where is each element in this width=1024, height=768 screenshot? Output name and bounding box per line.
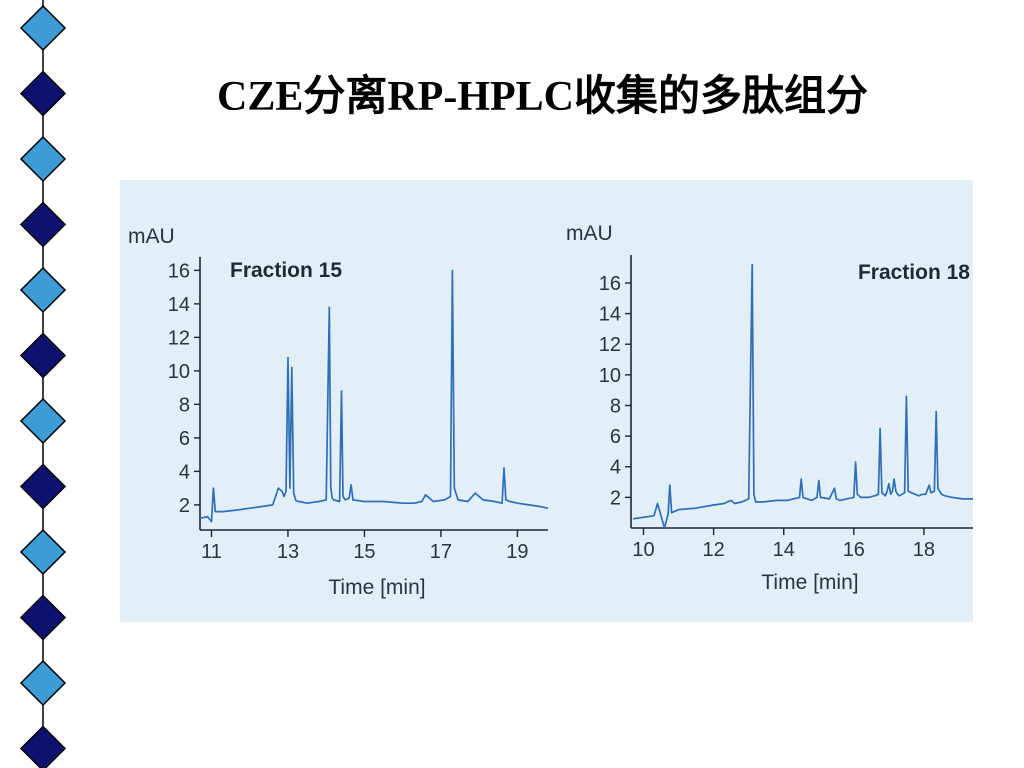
y-tick-label: 10 [599, 365, 621, 387]
x-tick-label: 12 [702, 539, 724, 561]
y-tick-label: 2 [179, 495, 190, 517]
chromatogram-trace [632, 263, 973, 529]
chromatogram-1: 2 4 6 8 10 12 14 16 11 13 15 17 19 mAU Time [min] Fract… [128, 225, 549, 599]
x-tick-label: 16 [843, 539, 865, 561]
x-tick-label: 17 [430, 541, 452, 563]
diamond-decoration [19, 135, 67, 183]
x-tick-label: 14 [773, 539, 795, 561]
chart-title: Fraction 15 [230, 259, 342, 282]
diamond-decoration [19, 201, 67, 248]
y-tick-label: 4 [610, 457, 621, 479]
diamond-decoration [19, 266, 67, 314]
y-tick-label: 2 [610, 487, 621, 509]
diamond-decoration [19, 659, 67, 707]
y-tick-label: 14 [599, 304, 621, 326]
x-tick-label: 13 [277, 541, 299, 563]
y-tick-label: 16 [168, 260, 190, 282]
slide-title: CZE分离RP-HPLC收集的多肽组分 [216, 74, 868, 120]
chromatogram-charts: 2 4 6 8 10 12 14 16 11 13 15 17 19 mAU Time [min] Fract… [128, 222, 973, 599]
chromatogram-2: 2 4 6 8 10 12 14 16 10 12 14 16 18 mAU Time [min] Fract… [566, 222, 973, 594]
y-tick-label: 10 [168, 361, 190, 383]
chromatogram-trace [199, 269, 549, 523]
chart-title: Fraction 18 [858, 261, 970, 284]
y-tick-label: 8 [179, 394, 190, 416]
y-tick-label: 4 [179, 461, 190, 483]
y-tick-label: 14 [168, 294, 190, 316]
y-tick-label: 16 [599, 273, 621, 295]
x-tick-label: 19 [506, 541, 528, 563]
x-tick-label: 15 [353, 541, 375, 563]
y-tick-label: 12 [599, 334, 621, 356]
diamond-decoration [19, 332, 67, 379]
diamond-decoration [19, 528, 67, 576]
diamond-decoration [19, 594, 67, 641]
x-tick-label: 10 [632, 539, 654, 561]
diamond-decoration [19, 725, 67, 768]
chromatogram-panel: 2 4 6 8 10 12 14 16 11 13 15 17 19 mAU Time [min] Fract… [120, 180, 973, 622]
y-tick-label: 12 [168, 327, 190, 349]
diamond-decoration [19, 70, 67, 117]
diamond-chain-decoration [19, 0, 67, 768]
diamond-decoration [19, 4, 67, 52]
y-tick-label: 8 [610, 395, 621, 417]
y-tick-label: 6 [179, 428, 190, 450]
diamond-decoration [19, 397, 67, 445]
diamond-decoration [19, 463, 67, 510]
y-tick-label: 6 [610, 426, 621, 448]
x-axis-label: Time [min] [328, 576, 425, 599]
x-axis-label: Time [min] [761, 571, 858, 594]
x-tick-label: 11 [201, 541, 222, 563]
y-axis-label: mAU [128, 225, 175, 248]
x-tick-label: 18 [913, 539, 935, 561]
y-axis-label: mAU [566, 222, 613, 245]
